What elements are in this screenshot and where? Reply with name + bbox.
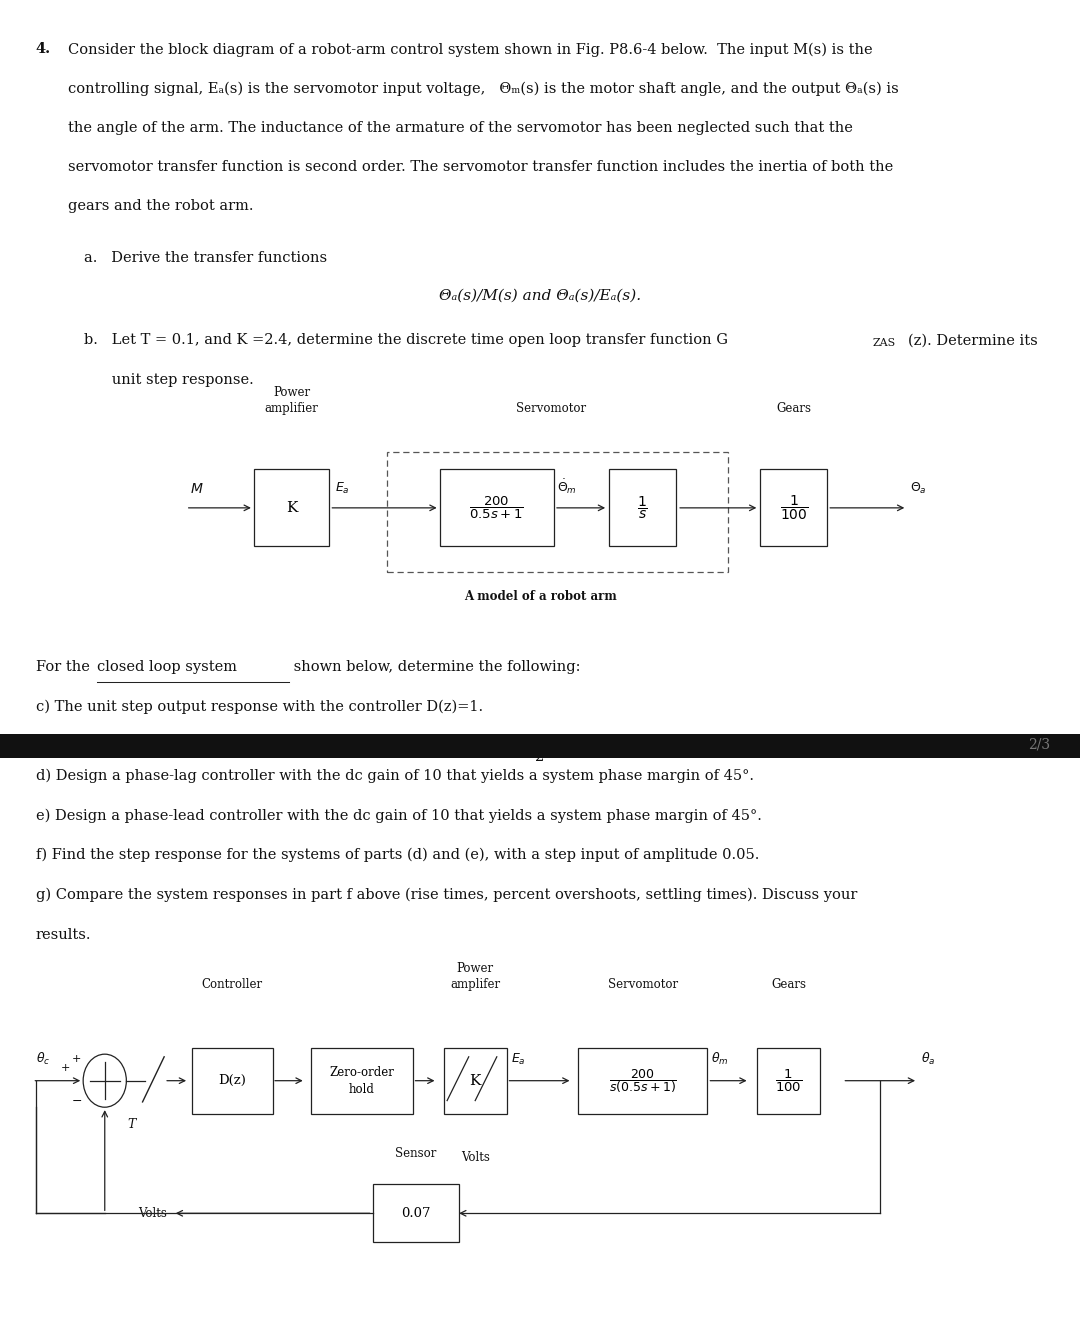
Text: Gears: Gears <box>777 402 811 415</box>
Text: d) Design a phase-lag controller with the dc gain of 10 that yields a system pha: d) Design a phase-lag controller with th… <box>36 769 754 782</box>
Bar <box>441 469 554 546</box>
Text: $\Theta_a$: $\Theta_a$ <box>910 481 928 496</box>
Text: $\dfrac{200}{0.5s+1}$: $\dfrac{200}{0.5s+1}$ <box>470 495 524 521</box>
Text: +: + <box>72 1054 81 1065</box>
Text: the angle of the arm. The inductance of the armature of the servomotor has been : the angle of the arm. The inductance of … <box>68 121 853 135</box>
Text: $\theta_m$: $\theta_m$ <box>711 1052 728 1067</box>
Text: 0.07: 0.07 <box>401 1207 431 1220</box>
Bar <box>609 469 676 546</box>
Text: closed loop system: closed loop system <box>97 660 238 675</box>
Bar <box>192 1048 272 1114</box>
Bar <box>578 1048 707 1114</box>
Text: Θₐ(s)/M(s) and Θₐ(s)/Eₐ(s).: Θₐ(s)/M(s) and Θₐ(s)/Eₐ(s). <box>438 289 642 302</box>
Text: g) Compare the system responses in part f above (rise times, percent overshoots,: g) Compare the system responses in part … <box>36 888 858 902</box>
Text: e) Design a phase-lead controller with the dc gain of 10 that yields a system ph: e) Design a phase-lead controller with t… <box>36 808 761 822</box>
Text: $\dfrac{1}{s}$: $\dfrac{1}{s}$ <box>637 495 648 521</box>
Text: servomotor transfer function is second order. The servomotor transfer function i: servomotor transfer function is second o… <box>68 160 893 174</box>
Text: $\dfrac{1}{100}$: $\dfrac{1}{100}$ <box>780 493 808 522</box>
Text: Gears: Gears <box>771 977 806 991</box>
Text: Power
amplifer: Power amplifer <box>450 961 500 991</box>
Text: $E_a$: $E_a$ <box>335 481 350 496</box>
Text: Servomotor: Servomotor <box>608 977 677 991</box>
Text: $M$: $M$ <box>190 481 204 496</box>
Text: For the: For the <box>36 660 94 675</box>
Text: Volts: Volts <box>461 1151 489 1164</box>
Bar <box>757 1048 820 1114</box>
Text: shown below, determine the following:: shown below, determine the following: <box>289 660 581 675</box>
Text: Sensor: Sensor <box>395 1147 436 1160</box>
Text: Volts: Volts <box>138 1207 167 1220</box>
Bar <box>254 469 329 546</box>
Text: $\theta_c$: $\theta_c$ <box>36 1052 50 1067</box>
Bar <box>444 1048 507 1114</box>
Text: 4.: 4. <box>36 42 51 57</box>
Text: K: K <box>470 1074 481 1087</box>
Text: results.: results. <box>36 928 91 941</box>
Text: b.   Let T = 0.1, and K =2.4, determine the discrete time open loop transfer fun: b. Let T = 0.1, and K =2.4, determine th… <box>84 333 728 347</box>
Text: $\dot{\Theta}_m$: $\dot{\Theta}_m$ <box>557 477 577 496</box>
Bar <box>387 452 728 572</box>
Text: ZAS: ZAS <box>873 338 896 347</box>
Text: 2: 2 <box>536 751 544 764</box>
Bar <box>311 1048 414 1114</box>
Bar <box>0 733 1080 757</box>
Text: $\dfrac{200}{s(0.5s+1)}$: $\dfrac{200}{s(0.5s+1)}$ <box>609 1066 676 1095</box>
Circle shape <box>83 1054 126 1107</box>
Text: $E_a$: $E_a$ <box>511 1053 526 1067</box>
Text: Servomotor: Servomotor <box>516 402 585 415</box>
Text: $\theta_a$: $\theta_a$ <box>921 1052 935 1067</box>
Text: Power
amplifier: Power amplifier <box>265 386 319 415</box>
Bar <box>373 1184 459 1242</box>
Text: K: K <box>286 501 297 514</box>
Text: $\dfrac{1}{100}$: $\dfrac{1}{100}$ <box>774 1067 802 1094</box>
Text: unit step response.: unit step response. <box>84 373 254 387</box>
Text: (z). Determine its: (z). Determine its <box>908 333 1038 347</box>
Text: c) The unit step output response with the controller D(z)=1.: c) The unit step output response with th… <box>36 699 483 713</box>
Text: f) Find the step response for the systems of parts (d) and (e), with a step inpu: f) Find the step response for the system… <box>36 849 759 862</box>
Text: a.   Derive the transfer functions: a. Derive the transfer functions <box>84 252 327 265</box>
Text: A model of a robot arm: A model of a robot arm <box>463 590 617 603</box>
Text: gears and the robot arm.: gears and the robot arm. <box>68 199 254 213</box>
Text: Controller: Controller <box>202 977 262 991</box>
Text: T: T <box>127 1118 136 1131</box>
Text: +: + <box>60 1062 70 1073</box>
Bar <box>760 469 827 546</box>
Text: Zero-order
hold: Zero-order hold <box>329 1066 394 1095</box>
Text: D(z): D(z) <box>218 1074 246 1087</box>
Text: −: − <box>71 1095 82 1109</box>
Text: controlling signal, Eₐ(s) is the servomotor input voltage,   Θₘ(s) is the motor : controlling signal, Eₐ(s) is the servomo… <box>68 82 899 95</box>
Text: Consider the block diagram of a robot-arm control system shown in Fig. P8.6-4 be: Consider the block diagram of a robot-ar… <box>68 42 873 57</box>
Text: 2/3: 2/3 <box>1028 737 1050 751</box>
